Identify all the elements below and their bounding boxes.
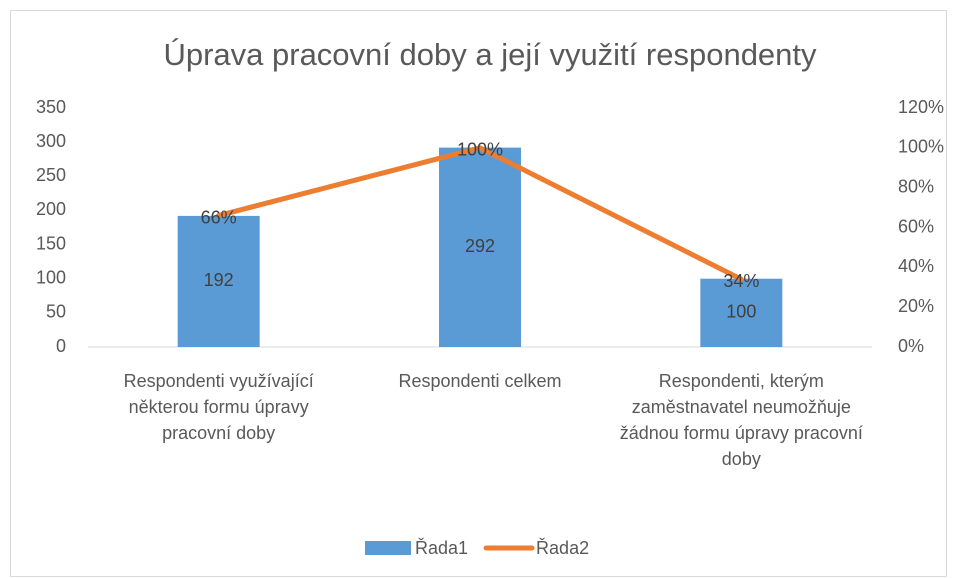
line-value-label: 66% xyxy=(201,207,237,227)
y2-tick-label: 40% xyxy=(898,256,934,276)
bar-value-label: 292 xyxy=(465,236,495,256)
line xyxy=(216,145,744,282)
line-value-label: 100% xyxy=(457,140,503,160)
y-tick-label: 100 xyxy=(36,267,66,287)
y-tick-label: 200 xyxy=(36,199,66,219)
bar-value-label: 100 xyxy=(726,302,756,322)
bar xyxy=(177,215,260,347)
legend-swatch xyxy=(365,541,411,555)
y2-tick-label: 0% xyxy=(898,336,924,356)
y-tick-label: 300 xyxy=(36,131,66,151)
y2-tick-label: 80% xyxy=(898,176,934,196)
chart-title: Úprava pracovní doby a její využití resp… xyxy=(163,37,817,72)
y2-tick-label: 20% xyxy=(898,296,934,316)
y-tick-label: 350 xyxy=(36,97,66,117)
legend-label: Řada2 xyxy=(536,538,589,558)
y2-tick-label: 100% xyxy=(898,137,944,157)
x-tick-label: Respondenti, kterým zaměstnavatel neumož… xyxy=(619,371,863,469)
x-tick-label: Respondenti využívající některou formu ú… xyxy=(123,371,314,443)
line-value-label: 34% xyxy=(723,271,759,291)
bar xyxy=(439,147,521,347)
bar-value-label: 192 xyxy=(204,270,234,290)
legend-label: Řada1 xyxy=(415,538,468,558)
y-tick-label: 0 xyxy=(56,336,66,356)
y-tick-label: 250 xyxy=(36,165,66,185)
bar xyxy=(700,278,783,347)
y-tick-label: 150 xyxy=(36,233,66,253)
y2-tick-label: 60% xyxy=(898,216,934,236)
x-tick-label: Respondenti celkem xyxy=(398,371,562,391)
y2-tick-label: 120% xyxy=(898,97,944,117)
y-tick-label: 50 xyxy=(46,302,66,322)
